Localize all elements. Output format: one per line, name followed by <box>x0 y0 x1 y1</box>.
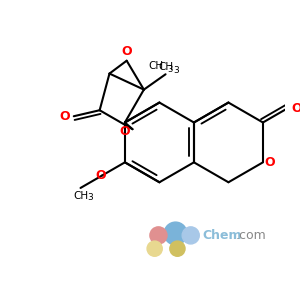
Circle shape <box>182 227 199 244</box>
Text: .com: .com <box>235 229 266 242</box>
Circle shape <box>147 241 162 256</box>
Circle shape <box>150 227 167 244</box>
Text: O: O <box>119 124 130 138</box>
Text: CH: CH <box>148 61 164 71</box>
Text: 3: 3 <box>173 66 179 75</box>
Text: 3: 3 <box>87 193 93 202</box>
Text: Chem: Chem <box>202 229 242 242</box>
Text: O: O <box>265 156 275 169</box>
Circle shape <box>164 222 187 245</box>
Text: CH: CH <box>158 62 173 72</box>
Text: O: O <box>96 169 106 182</box>
Text: 3: 3 <box>168 65 173 74</box>
Text: O: O <box>291 102 300 115</box>
Text: CH: CH <box>73 191 88 201</box>
Text: O: O <box>122 45 132 58</box>
Text: O: O <box>59 110 70 123</box>
Circle shape <box>170 241 185 256</box>
